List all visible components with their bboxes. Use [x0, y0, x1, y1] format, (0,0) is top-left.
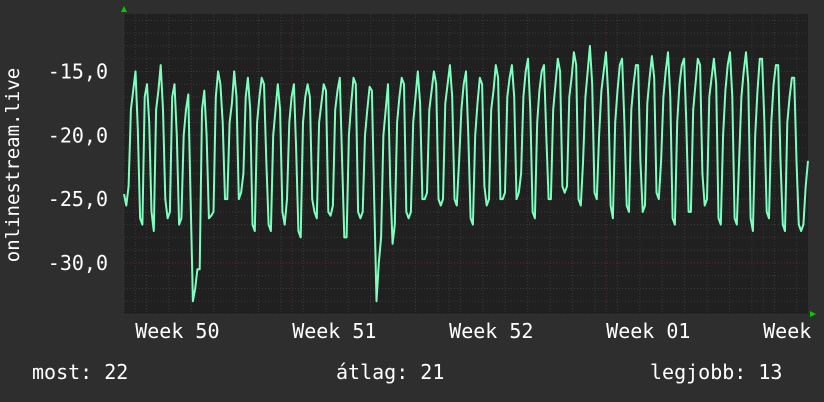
y-axis-ticks: -15,0 -20,0 -25,0 -30,0: [48, 59, 108, 274]
y-tick-label: -25,0: [48, 187, 108, 211]
x-tick-label: Week 50: [135, 319, 219, 343]
x-axis-arrow: [810, 311, 816, 317]
y-axis-label: onlinestream.live: [2, 68, 24, 262]
stats-row: most: 22 átlag: 21 legjobb: 13: [0, 360, 824, 390]
y-tick-label: -20,0: [48, 123, 108, 147]
x-axis-ticks: Week 50 Week 51 Week 52 Week 01 Week 02: [135, 319, 824, 343]
x-tick-label: Week 02: [763, 319, 824, 343]
stat-current: most: 22: [32, 360, 129, 384]
axis-arrows: [121, 6, 816, 317]
series-line: [123, 44, 809, 303]
y-axis-arrow: [121, 6, 127, 12]
stat-best: legjobb: 13: [650, 360, 783, 384]
y-tick-label: -30,0: [48, 251, 108, 275]
stat-average: átlag: 21: [336, 360, 445, 384]
x-tick-label: Week 51: [292, 319, 376, 343]
x-tick-label: Week 52: [449, 319, 533, 343]
y-tick-label: -15,0: [48, 59, 108, 83]
x-tick-label: Week 01: [606, 319, 690, 343]
grid: [123, 14, 808, 315]
